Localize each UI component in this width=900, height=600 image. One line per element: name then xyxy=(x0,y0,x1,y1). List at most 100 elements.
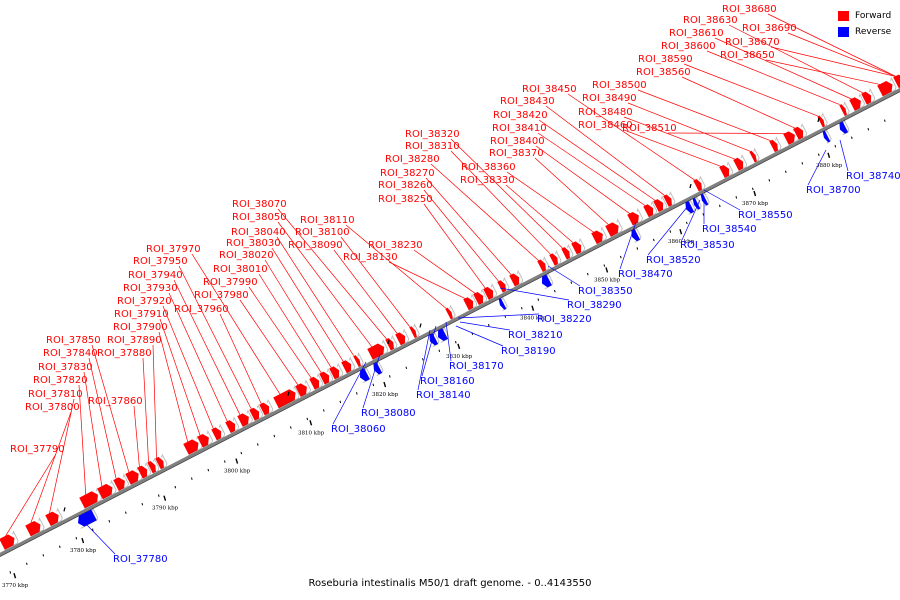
reverse-gene xyxy=(839,119,850,136)
forward-gene xyxy=(367,339,389,361)
scale-tick-label: 3830 kbp xyxy=(446,354,473,360)
forward-gene-label: ROI_38270 xyxy=(380,168,435,179)
reverse-gene xyxy=(498,295,508,311)
minor-tick xyxy=(867,127,870,131)
gene-body xyxy=(25,521,41,537)
forward-leader-line xyxy=(505,184,574,244)
forward-leader-line xyxy=(248,286,312,379)
minor-tick xyxy=(158,494,160,497)
forward-leader-line xyxy=(219,313,262,405)
gene-shade xyxy=(596,226,608,245)
forward-gene xyxy=(295,379,312,398)
minor-tick xyxy=(570,281,573,284)
forward-gene-label: ROI_38260 xyxy=(378,180,433,191)
genome-axis-shadow xyxy=(0,91,900,557)
minor-tick xyxy=(405,366,408,370)
minor-tick xyxy=(455,341,457,344)
forward-gene-label: ROI_38040 xyxy=(231,227,286,238)
gene-body xyxy=(643,204,654,218)
scale-tick-label: 3770 kbp xyxy=(2,583,29,589)
forward-gene xyxy=(137,461,152,479)
forward-leader-line xyxy=(567,93,695,181)
reverse-leader-line xyxy=(421,325,437,377)
major-tick xyxy=(753,190,757,197)
forward-gene xyxy=(309,373,324,391)
reverse-leader-line xyxy=(459,321,511,331)
forward-gene-label: ROI_38330 xyxy=(460,175,515,186)
gene-body xyxy=(561,247,570,260)
minor-tick xyxy=(141,502,144,506)
minor-tick xyxy=(603,264,606,267)
gene-shade xyxy=(842,119,850,136)
forward-gene xyxy=(793,123,808,141)
forward-gene xyxy=(463,293,478,311)
reverse-leader-line xyxy=(457,313,540,319)
forward-gene-label: ROI_37950 xyxy=(133,256,188,267)
forward-leader-line xyxy=(277,221,374,349)
forward-gene xyxy=(353,352,364,368)
gene-body xyxy=(509,273,520,287)
gene-shade xyxy=(502,276,510,293)
forward-gene-label: ROI_37890 xyxy=(107,335,162,346)
forward-gene xyxy=(537,256,550,273)
forward-leader-line xyxy=(506,171,595,233)
legend: Forward Reverse xyxy=(838,8,891,40)
gene-body xyxy=(605,222,619,237)
reverse-gene-label: ROI_38060 xyxy=(331,424,386,435)
forward-gene-label: ROI_38310 xyxy=(405,141,460,152)
forward-gene-label: ROI_37810 xyxy=(28,389,83,400)
forward-gene xyxy=(0,530,19,551)
gene-shade xyxy=(30,516,45,537)
forward-gene xyxy=(693,175,706,192)
forward-leader-line xyxy=(162,305,214,430)
reverse-leader-line xyxy=(85,523,116,555)
forward-gene-label: ROI_38130 xyxy=(343,252,398,263)
forward-leader-line xyxy=(159,318,201,437)
forward-gene-label: ROI_37850 xyxy=(46,335,101,346)
forward-leader-line xyxy=(767,13,897,77)
forward-gene xyxy=(409,323,420,339)
minor-tick xyxy=(323,409,325,412)
minor-tick xyxy=(702,213,705,216)
minor-tick xyxy=(240,451,243,455)
gene-body xyxy=(309,376,320,390)
minor-tick xyxy=(735,196,738,199)
gene-body xyxy=(360,368,370,382)
forward-gene-label: ROI_38690 xyxy=(742,23,797,34)
genome-axis-line xyxy=(0,87,900,557)
gene-shade xyxy=(668,191,676,208)
gene-shade xyxy=(724,161,734,179)
forward-gene-label: ROI_38590 xyxy=(638,54,693,65)
forward-gene-label: ROI_38050 xyxy=(232,212,287,223)
gene-shade xyxy=(514,269,524,287)
scale-tick-label: 3870 kbp xyxy=(742,201,769,207)
forward-gene-label: ROI_38420 xyxy=(493,110,548,121)
forward-gene-label: ROI_38090 xyxy=(288,240,343,251)
reverse-leader-line xyxy=(807,149,827,186)
forward-gene-label: ROI_38650 xyxy=(720,50,775,61)
gene-shade xyxy=(390,334,398,351)
gene-shade xyxy=(843,101,850,117)
forward-gene-label: ROI_38370 xyxy=(489,148,544,159)
forward-leader-line xyxy=(683,63,818,117)
gene-body xyxy=(211,427,222,441)
forward-leader-line xyxy=(264,259,332,369)
major-tick xyxy=(827,152,831,158)
gene-body xyxy=(591,230,603,244)
forward-gene-label: ROI_38030 xyxy=(226,238,281,249)
forward-gene xyxy=(839,101,850,117)
reverse-gene-label: ROI_38170 xyxy=(449,361,504,372)
gene-shade xyxy=(854,93,866,112)
forward-leader-line xyxy=(537,132,646,207)
reverse-leader-line xyxy=(445,321,452,362)
scale-tick-label: 3810 kbp xyxy=(298,430,325,436)
forward-leader-line xyxy=(271,247,344,362)
minor-tick xyxy=(257,443,259,446)
forward-gene-label: ROI_37940 xyxy=(128,270,183,281)
reverse-gene-label: ROI_38520 xyxy=(646,255,701,266)
gene-shade xyxy=(264,398,274,416)
gene-body xyxy=(273,389,296,409)
forward-gene-label: ROI_37990 xyxy=(203,277,258,288)
major-tick xyxy=(163,495,167,501)
